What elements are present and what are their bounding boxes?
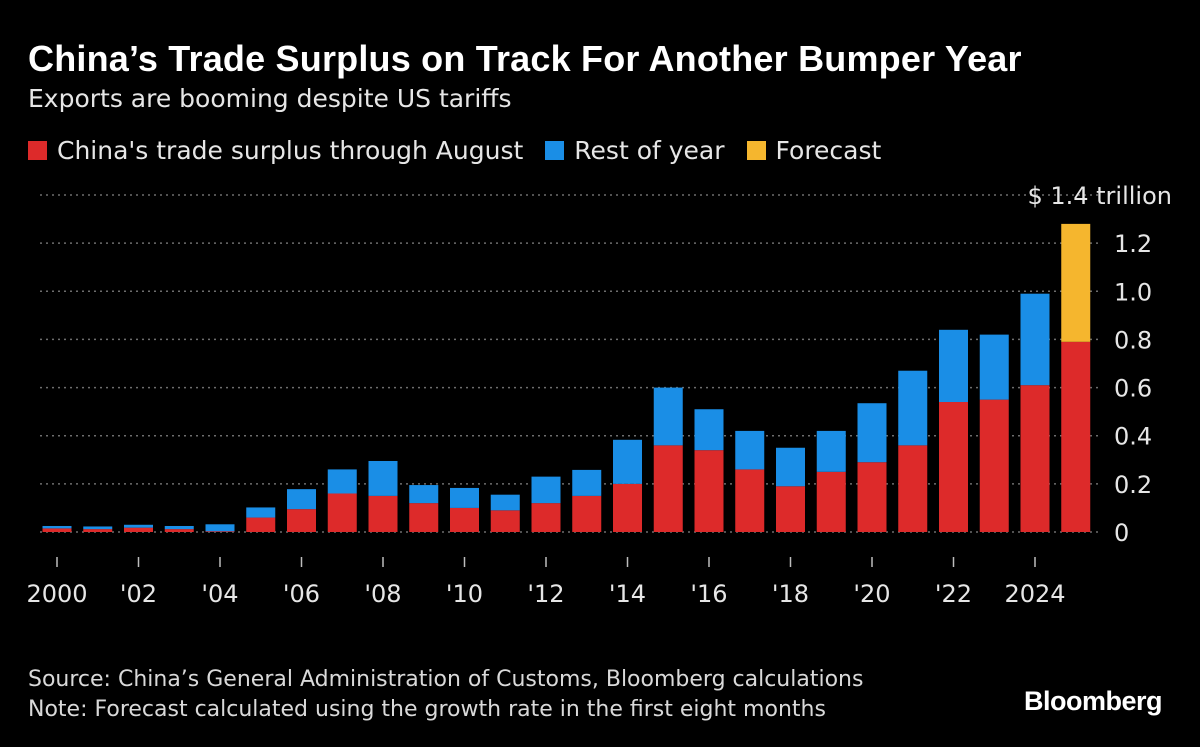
legend-item-rest-of-year: Rest of year — [545, 136, 725, 165]
bar-segment — [1020, 385, 1050, 532]
legend-item-forecast: Forecast — [746, 136, 882, 165]
bar-segment — [124, 527, 153, 532]
bar-segment — [450, 487, 479, 508]
bar-segment — [287, 509, 316, 532]
bar-segment — [205, 531, 235, 532]
bar-segment — [327, 493, 357, 532]
bar-segment — [857, 462, 887, 532]
legend-label-forecast: Forecast — [775, 136, 882, 165]
y-tick-label: 0.6 — [1114, 375, 1152, 403]
chart-subtitle: Exports are booming despite US tariffs — [28, 84, 512, 113]
x-tick-label: '22 — [935, 580, 972, 608]
x-tick-label: '08 — [364, 580, 401, 608]
bar-segment — [42, 525, 72, 529]
legend-swatch-rest-of-year — [545, 141, 565, 160]
legend-item-surplus-august: China's trade surplus through August — [28, 136, 523, 165]
legend-label-rest-of-year: Rest of year — [574, 136, 725, 165]
x-tick-label: '10 — [446, 580, 483, 608]
y-axis-unit-label: $ 1.4 trillion — [1027, 182, 1172, 210]
bar-segment — [246, 507, 276, 518]
y-tick-label: 1.0 — [1114, 278, 1152, 306]
bar-segment — [898, 445, 928, 532]
legend-swatch-surplus-august — [28, 141, 47, 160]
bar-segment — [83, 529, 113, 532]
bar-segment — [939, 402, 968, 532]
bar-segment — [572, 469, 602, 496]
bar-segment — [450, 507, 479, 532]
x-tick-label: '20 — [853, 580, 890, 608]
bar-segment — [776, 486, 805, 532]
legend: China's trade surplus through August Res… — [28, 136, 903, 165]
bar-segment — [694, 450, 724, 532]
bar-segment — [368, 460, 398, 496]
x-tick-label: '16 — [690, 580, 727, 608]
x-tick-label: '14 — [609, 580, 646, 608]
bar-segment — [979, 334, 1009, 400]
bar-segment — [613, 483, 642, 532]
legend-swatch-forecast — [746, 141, 766, 160]
bar-segment — [816, 471, 846, 532]
x-tick-label: '04 — [201, 580, 238, 608]
bar-segment — [531, 476, 561, 504]
bar-segment — [1020, 293, 1050, 386]
bar-segment — [857, 403, 887, 463]
x-tick-label: 2024 — [1004, 580, 1065, 608]
bar-segment — [327, 469, 357, 494]
bar-segment — [531, 503, 561, 532]
bar-segment — [898, 370, 928, 446]
bar-segment — [653, 445, 683, 532]
bar-segment — [613, 439, 642, 484]
bar-segment — [735, 469, 765, 532]
bar-segment — [205, 524, 235, 532]
bar-segment — [287, 489, 316, 510]
y-tick-label: 0.2 — [1114, 471, 1152, 499]
x-tick-label: 2000 — [26, 580, 87, 608]
chart-title: China’s Trade Surplus on Track For Anoth… — [28, 38, 1022, 79]
y-tick-label: 1.2 — [1114, 230, 1152, 258]
x-tick-label: '02 — [120, 580, 157, 608]
x-tick-label: '12 — [527, 580, 564, 608]
bar-segment — [164, 525, 194, 530]
bar-segment — [490, 510, 520, 532]
bar-segment — [939, 329, 968, 403]
x-tick-label: '18 — [772, 580, 809, 608]
bar-segment — [368, 495, 398, 532]
bar-segment — [83, 526, 113, 530]
bar-segment — [42, 528, 72, 532]
bar-segment — [124, 524, 153, 528]
source-note: Source: China’s General Administration o… — [28, 667, 864, 692]
bar-segment — [1061, 341, 1091, 532]
y-tick-label: 0.8 — [1114, 326, 1152, 354]
bar-segment — [694, 409, 724, 451]
bar-segment — [816, 430, 846, 472]
bar-segment — [735, 430, 765, 470]
bar-segment — [776, 447, 805, 487]
bar-segment — [164, 529, 194, 532]
y-tick-label: 0.4 — [1114, 423, 1152, 451]
bloomberg-logo: Bloomberg — [1023, 686, 1163, 716]
forecast-note: Note: Forecast calculated using the grow… — [28, 697, 826, 722]
bar-segment — [490, 494, 520, 511]
bar-segment — [246, 517, 276, 532]
bar-segment — [653, 387, 683, 446]
bar-segment — [1061, 223, 1091, 342]
bar-segment — [979, 399, 1009, 532]
bar-segment — [409, 503, 439, 532]
bar-segment — [572, 495, 602, 532]
x-tick-label: '06 — [283, 580, 320, 608]
legend-label-surplus-august: China's trade surplus through August — [57, 136, 524, 165]
y-tick-label: 0 — [1114, 519, 1129, 547]
bar-segment — [409, 485, 439, 504]
